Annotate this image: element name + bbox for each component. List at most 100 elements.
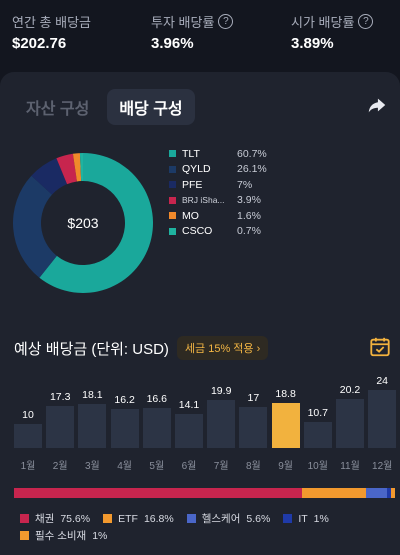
month-bar[interactable] xyxy=(336,399,364,448)
estimate-title: 예상 배당금 (단위: USD) xyxy=(14,340,169,358)
month-bar[interactable] xyxy=(175,413,203,448)
month-bar[interactable] xyxy=(207,399,236,448)
sector-name: ETF xyxy=(118,512,138,525)
sector-legend-item: ETF 16.8% xyxy=(103,513,174,525)
legend-item: BRJ iSha... 3.9% xyxy=(169,193,289,209)
month-label: 9월 xyxy=(278,461,293,472)
sector-percent: 1% xyxy=(313,512,329,525)
portfolio-card: 자산 구성 배당 구성 $203 TLT 60.7% QYLD 26.1% PFE 7% B… xyxy=(0,72,400,555)
yield-on-cost-stat: 투자 배당률? 3.96% xyxy=(151,12,234,52)
tab-asset-composition[interactable]: 자산 구성 xyxy=(26,101,90,118)
sector-legend-row: 필수 소비재 1% xyxy=(20,527,390,544)
month-label: 7월 xyxy=(213,461,229,472)
share-icon[interactable] xyxy=(366,94,388,116)
donut-slice-brjisha xyxy=(56,153,77,185)
bar-value-label: 24 xyxy=(376,375,389,387)
sector-segment xyxy=(387,488,392,498)
sector-legend-item: 헬스케어 5.6% xyxy=(186,511,271,526)
bar-value-label: 18.1 xyxy=(82,389,103,402)
month-label: 1월 xyxy=(20,461,36,472)
month-bar[interactable] xyxy=(142,407,171,448)
month-bar[interactable] xyxy=(303,422,332,448)
sector-swatch xyxy=(103,514,113,523)
month-bar[interactable] xyxy=(110,408,139,448)
tab-dividend-composition[interactable]: 배당 구성 xyxy=(107,89,195,125)
donut-slice-qyld xyxy=(13,175,57,278)
sector-swatch xyxy=(283,514,293,523)
donut-total: $203 xyxy=(67,215,99,231)
legend-percent: 60.7% xyxy=(237,147,267,160)
sector-segment xyxy=(14,488,303,498)
help-icon[interactable]: ? xyxy=(218,13,234,29)
month-label: 3월 xyxy=(85,461,100,472)
tax-applied-badge[interactable]: 세금 15% 적용 › xyxy=(176,336,269,360)
legend-percent: 3.9% xyxy=(237,194,261,207)
sector-name: IT xyxy=(298,512,308,525)
legend-swatch xyxy=(169,227,176,235)
sector-percent: 5.6% xyxy=(246,512,271,525)
calendar-icon[interactable] xyxy=(369,336,391,358)
month-bar[interactable] xyxy=(14,423,42,448)
sector-stacked-bar xyxy=(14,488,395,498)
legend-item: TLT 60.7% xyxy=(169,146,289,162)
bar-value-label: 10.7 xyxy=(307,407,329,420)
legend-ticker: MO xyxy=(182,209,199,222)
month-bar[interactable] xyxy=(368,390,397,448)
yield-on-cost-label: 투자 배당률 xyxy=(151,14,215,30)
sector-legend-item: IT 1% xyxy=(283,513,329,525)
month-label: 10월 xyxy=(307,461,328,472)
bar-value-label: 20.2 xyxy=(339,384,361,397)
sector-segment xyxy=(391,488,395,498)
estimate-header: 예상 배당금 (단위: USD) 세금 15% 적용 › xyxy=(14,336,269,360)
sector-legend-item: 필수 소비재 1% xyxy=(20,528,107,543)
sector-percent: 75.6% xyxy=(60,512,91,525)
bar-value-label: 17 xyxy=(247,391,260,404)
yield-on-cost-value: 3.96% xyxy=(151,35,194,52)
month-bar[interactable] xyxy=(239,406,268,448)
month-bar[interactable] xyxy=(271,402,300,448)
sector-swatch xyxy=(20,531,29,540)
sector-name: 필수 소비재 xyxy=(35,530,87,542)
bar-value-label: 19.9 xyxy=(210,384,232,397)
month-label: 2월 xyxy=(52,461,68,472)
sector-percent: 1% xyxy=(92,529,108,542)
month-bar[interactable] xyxy=(46,406,75,448)
legend-percent: 26.1% xyxy=(237,163,267,176)
legend-ticker: BRJ iSha... xyxy=(182,195,225,206)
annual-dividend-stat: 연간 총 배당금 $202.76 xyxy=(12,12,91,53)
sector-name: 채권 xyxy=(35,513,55,525)
sector-legend-item: 채권 75.6% xyxy=(20,511,90,526)
bar-value-label: 18.8 xyxy=(275,387,296,400)
legend-swatch xyxy=(169,181,176,189)
sector-swatch xyxy=(186,514,196,523)
donut-legend: TLT 60.7% QYLD 26.1% PFE 7% BRJ iSha... 3.9% MO 1… xyxy=(169,146,289,239)
donut-slice-csco xyxy=(79,153,83,182)
bar-value-label: 16.2 xyxy=(114,393,135,406)
dividend-donut-chart xyxy=(13,153,153,293)
month-label: 11월 xyxy=(340,461,360,472)
sector-percent: 16.8% xyxy=(143,512,174,525)
legend-ticker: CSCO xyxy=(182,225,213,238)
annual-dividend-label: 연간 총 배당금 xyxy=(12,14,91,30)
sector-swatch xyxy=(20,514,29,523)
market-yield-label: 시가 배당률 xyxy=(291,14,355,30)
month-bar[interactable] xyxy=(78,404,107,448)
bar-value-label: 10 xyxy=(22,408,34,421)
month-label: 5월 xyxy=(149,461,165,472)
bar-value-label: 16.6 xyxy=(146,392,168,405)
bar-value-label: 14.1 xyxy=(178,398,200,411)
legend-ticker: PFE xyxy=(182,178,203,191)
legend-swatch xyxy=(169,196,176,204)
legend-swatch xyxy=(169,212,176,220)
bar-value-label: 17.3 xyxy=(49,391,71,404)
month-label: 4월 xyxy=(117,461,132,472)
composition-tabs: 자산 구성 배당 구성 xyxy=(14,89,195,125)
summary-stats: 연간 총 배당금 $202.76 투자 배당률? 3.96% 시가 배당률? 3… xyxy=(0,0,400,72)
help-icon[interactable]: ? xyxy=(358,13,374,29)
sector-segment xyxy=(366,488,388,498)
legend-item: MO 1.6% xyxy=(169,208,289,224)
legend-ticker: QYLD xyxy=(182,163,211,176)
market-yield-value: 3.89% xyxy=(291,35,334,52)
legend-percent: 1.6% xyxy=(237,209,261,222)
donut-slice-tlt xyxy=(39,153,153,293)
